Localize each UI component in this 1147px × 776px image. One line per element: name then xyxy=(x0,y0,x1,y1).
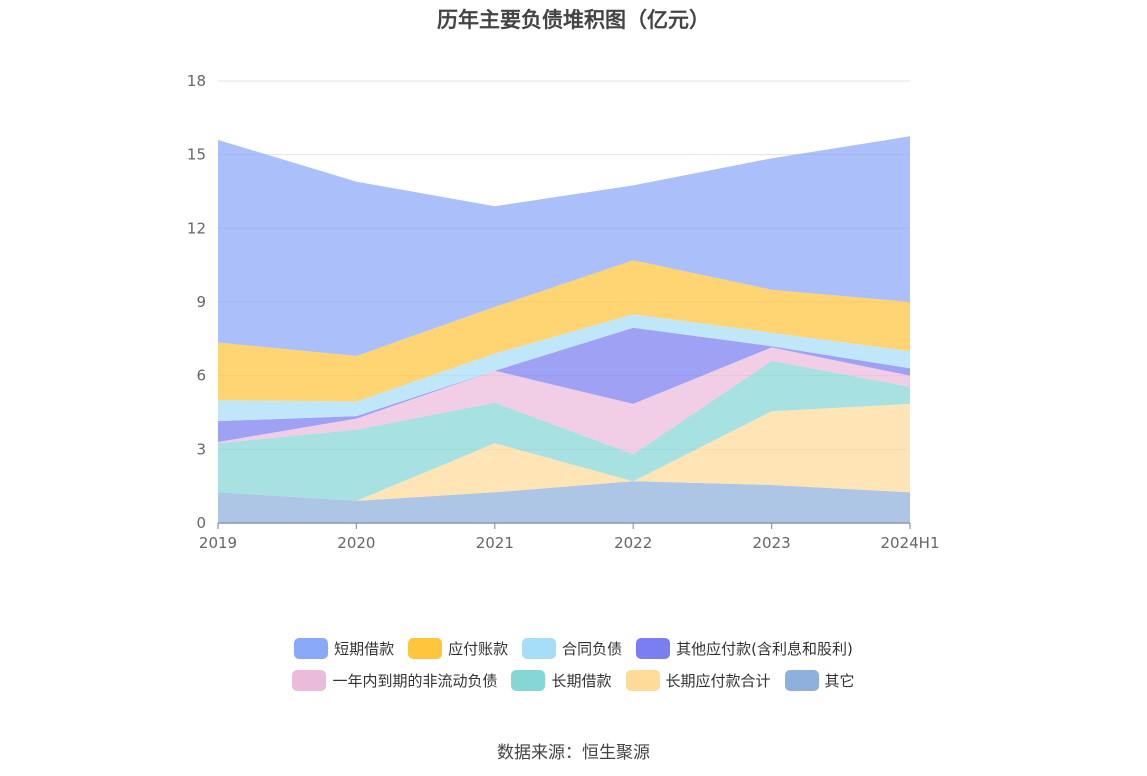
y-tick-label: 9 xyxy=(196,293,206,311)
area-一年内到期的非流动负债 xyxy=(218,347,910,455)
legend-item[interactable]: 长期借款 xyxy=(511,670,612,691)
legend-swatch xyxy=(625,670,660,691)
area-长期借款 xyxy=(218,360,910,501)
axes: 0 3 6 9 12 15 18 2019 2020 2021 2022 2023 2024H1 xyxy=(187,72,940,552)
x-tick-label: 2019 xyxy=(199,534,237,552)
area-series xyxy=(218,136,910,523)
legend-label: 其他应付款(含利息和股利) xyxy=(676,640,853,658)
legend-swatch xyxy=(292,670,327,691)
legend-label: 短期借款 xyxy=(334,640,395,658)
chart-title: 历年主要负债堆积图（亿元） xyxy=(437,8,710,32)
data-source: 数据来源：恒生聚源 xyxy=(497,743,650,763)
x-tick-label: 2022 xyxy=(614,534,652,552)
legend-item[interactable]: 其它 xyxy=(784,670,855,691)
legend-item[interactable]: 应付账款 xyxy=(408,638,508,659)
legend-label: 合同负债 xyxy=(562,640,623,658)
legend-label: 其它 xyxy=(824,672,855,690)
legend-item[interactable]: 其他应付款(含利息和股利) xyxy=(636,638,853,659)
y-tick-label: 15 xyxy=(187,146,206,164)
x-tick-label: 2024H1 xyxy=(881,534,940,552)
y-tick-label: 0 xyxy=(196,514,206,532)
area-短期借款 xyxy=(218,136,910,357)
legend-swatch xyxy=(511,670,546,691)
legend-item[interactable]: 一年内到期的非流动负债 xyxy=(292,670,497,691)
legend-label: 一年内到期的非流动负债 xyxy=(332,672,498,690)
stacked-area-chart: 0 3 6 9 12 15 18 2019 2020 2021 2022 2023 2024H1 xyxy=(187,72,940,552)
legend-swatch xyxy=(294,638,329,659)
legend-swatch xyxy=(408,638,443,659)
legend-row-2: 一年内到期的非流动负债 长期借款 长期应付款合计 其它 xyxy=(0,670,1147,691)
legend-swatch xyxy=(522,638,557,659)
legend-item[interactable]: 短期借款 xyxy=(294,638,394,659)
legend-item[interactable]: 长期应付款合计 xyxy=(625,670,771,691)
legend-swatch xyxy=(636,638,671,659)
legend: 短期借款 应付账款 合同负债 其他应付款(含利息和股利) 一年内到期的非流动负债 长期借… xyxy=(0,638,1147,702)
legend-swatch xyxy=(784,670,819,691)
legend-label: 长期应付款合计 xyxy=(665,672,771,690)
y-tick-label: 12 xyxy=(187,219,206,237)
y-tick-label: 6 xyxy=(196,367,206,385)
x-tick-label: 2021 xyxy=(476,534,514,552)
x-tick-label: 2020 xyxy=(337,534,375,552)
legend-item[interactable]: 合同负债 xyxy=(522,638,622,659)
y-tick-label: 18 xyxy=(187,72,206,90)
area-其他应付款(含利息和股利) xyxy=(218,327,910,442)
y-tick-label: 3 xyxy=(196,440,206,458)
area-长期应付款合计 xyxy=(218,403,910,501)
legend-row-1: 短期借款 应付账款 合同负债 其他应付款(含利息和股利) xyxy=(0,638,1147,659)
area-合同负债 xyxy=(218,314,910,422)
legend-label: 应付账款 xyxy=(448,640,509,658)
x-tick-label: 2023 xyxy=(753,534,791,552)
area-应付账款 xyxy=(218,260,910,402)
area-其它 xyxy=(218,481,910,523)
legend-label: 长期借款 xyxy=(551,672,612,690)
